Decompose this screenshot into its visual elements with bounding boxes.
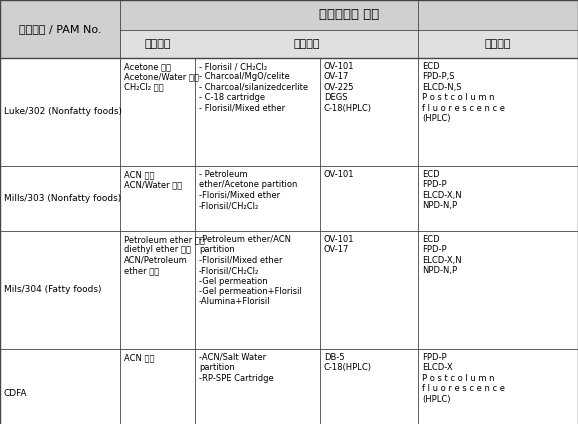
Text: 분석기기: 분석기기	[485, 39, 512, 49]
Text: -Petroleum ether/ACN
partition
-Florisil/Mixed ether
-Florisil/CH₂Cl₂
-Gel perme: -Petroleum ether/ACN partition -Florisil…	[199, 235, 302, 307]
Text: - Florisil / CH₂Cl₂
- Charcoal/MgO/celite
- Charcoal/silanizedcerlite
- C-18 car: - Florisil / CH₂Cl₂ - Charcoal/MgO/celit…	[199, 62, 308, 113]
Text: ACN 추출: ACN 추출	[124, 353, 154, 362]
Text: 정제방법: 정제방법	[293, 39, 320, 49]
Text: 시험방법 / PAM No.: 시험방법 / PAM No.	[18, 24, 101, 34]
Bar	[0, 166, 578, 231]
Text: Luke/302 (Nonfatty foods): Luke/302 (Nonfatty foods)	[4, 108, 122, 117]
Text: OV-101
OV-17: OV-101 OV-17	[324, 235, 354, 254]
Bar	[0, 0, 578, 30]
Text: Mills/303 (Nonfatty foods): Mills/303 (Nonfatty foods)	[4, 194, 121, 203]
Text: OV-101
OV-17
OV-225
DEGS
C-18(HPLC): OV-101 OV-17 OV-225 DEGS C-18(HPLC)	[324, 62, 372, 113]
Text: -ACN/Salt Water
partition
-RP-SPE Cartridge: -ACN/Salt Water partition -RP-SPE Cartri…	[199, 353, 274, 383]
Text: Mils/304 (Fatty foods): Mils/304 (Fatty foods)	[4, 285, 102, 295]
Text: DB-5
C-18(HPLC): DB-5 C-18(HPLC)	[324, 353, 372, 372]
Text: FPD-P
ELCD-X
P o s t c o l u m n
f l u o r e s c e n c e
(HPLC): FPD-P ELCD-X P o s t c o l u m n f l u o…	[422, 353, 505, 404]
Text: Petroleum ether 또는
diethyl ether 추출
ACN/Petroleum
ether 분배: Petroleum ether 또는 diethyl ether 추출 ACN/…	[124, 235, 205, 275]
Bar	[0, 349, 578, 424]
Text: ACN 또는
ACN/Water 추출: ACN 또는 ACN/Water 추출	[124, 170, 182, 190]
Bar	[0, 0, 120, 58]
Bar	[0, 30, 578, 58]
Text: ECD
FPD-P
ELCD-X,N
NPD-N,P: ECD FPD-P ELCD-X,N NPD-N,P	[422, 170, 462, 210]
Text: 실험단계별 특성: 실험단계별 특성	[319, 8, 379, 22]
Text: Acetone 또는
Acetone/Water 추출
CH₂Cl₂ 분배: Acetone 또는 Acetone/Water 추출 CH₂Cl₂ 분배	[124, 62, 199, 92]
Text: OV-101: OV-101	[324, 170, 354, 179]
Text: 추출용매: 추출용매	[144, 39, 171, 49]
Text: CDFA: CDFA	[4, 388, 28, 398]
Text: ECD
FPD-P
ELCD-X,N
NPD-N,P: ECD FPD-P ELCD-X,N NPD-N,P	[422, 235, 462, 275]
Text: ECD
FPD-P,S
ELCD-N,S
P o s t c o l u m n
f l u o r e s c e n c e
(HPLC): ECD FPD-P,S ELCD-N,S P o s t c o l u m n…	[422, 62, 505, 123]
Bar	[0, 58, 578, 166]
Text: - Petroleum
ether/Acetone partition
-Florisi/Mixed ether
-Florisil/CH₂Cl₂: - Petroleum ether/Acetone partition -Flo…	[199, 170, 297, 210]
Bar	[0, 231, 578, 349]
